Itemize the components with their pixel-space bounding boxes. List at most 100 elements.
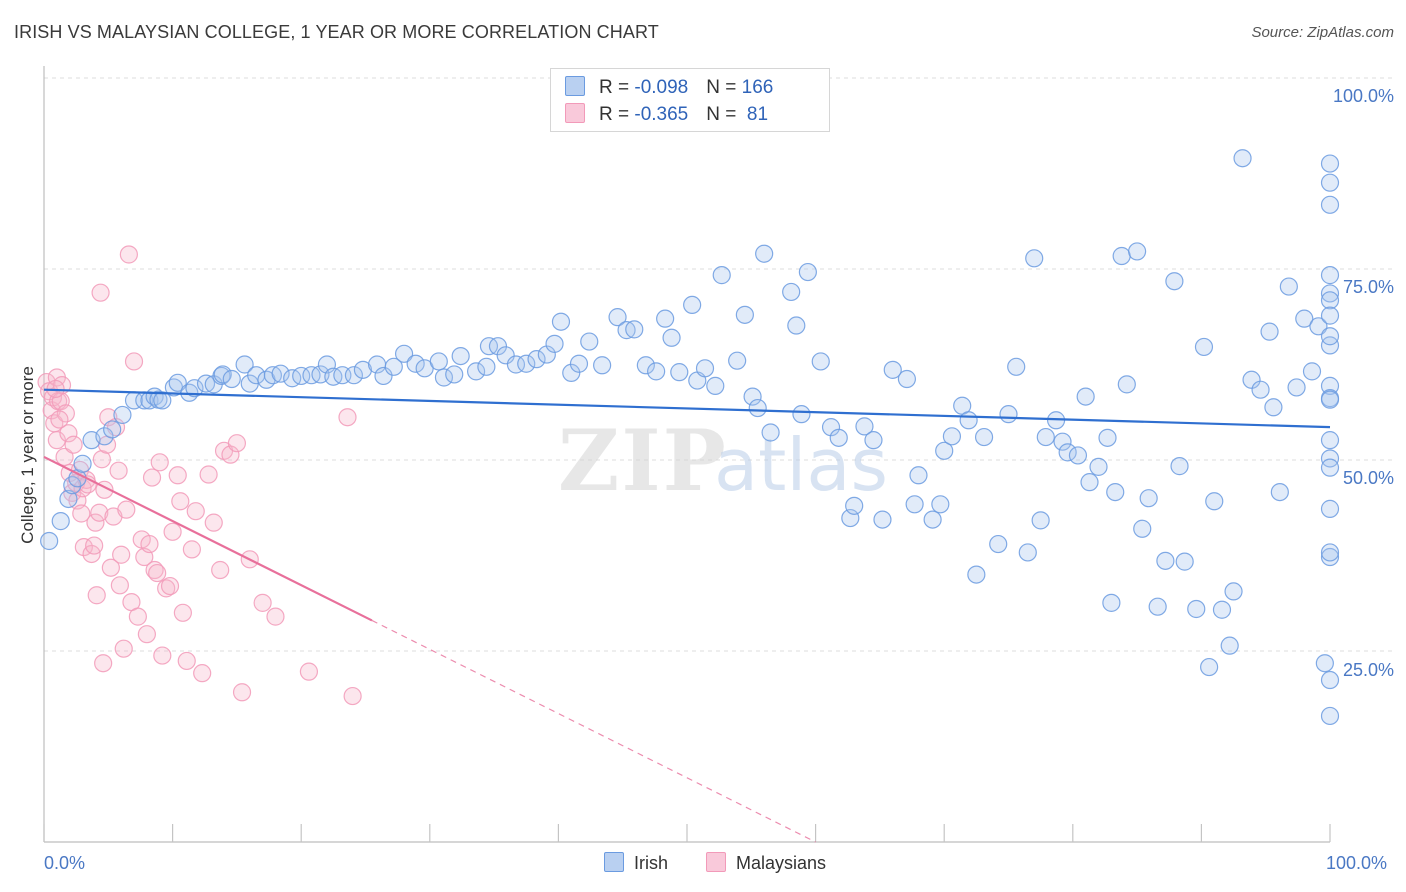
malaysian-point [47,431,66,450]
malaysian-point [343,686,362,706]
legend-r-label: R = [599,104,635,125]
malaysian-swatch [565,103,585,123]
irish-point [1076,387,1095,406]
irish-point [1295,309,1314,328]
irish-point [51,512,70,531]
legend-n-label: N = [706,77,742,98]
irish-point [1089,457,1108,476]
irish-point [1270,482,1289,502]
irish-legend-label: Irish [634,853,669,873]
malaysian-point [193,664,212,683]
irish-point [792,405,811,424]
malaysian-point [87,586,106,605]
irish-point [1320,547,1340,567]
irish-point [845,496,864,515]
malaysian-point [117,500,136,519]
irish-point [1233,149,1252,168]
irish-point [263,366,283,385]
irish-point [1320,266,1340,285]
irish-point [1287,378,1306,397]
malaysian-point [299,662,319,681]
malaysian-point [137,625,156,644]
irish-point [551,312,571,331]
malaysian-point [119,245,138,264]
irish-point [168,373,187,392]
irish-point [782,282,801,302]
irish-point [999,405,1018,424]
irish-point [636,356,655,375]
irish-point [1320,284,1340,303]
malaysian-point [211,560,230,580]
irish-point [517,354,536,373]
irish-point [1224,582,1243,601]
malaysian-point [173,603,192,622]
malaysian-point [59,424,78,443]
malaysian-point [128,607,147,626]
y-tick-75: 75.0% [1342,277,1394,297]
irish-point [743,387,762,406]
legend-r-label: R = [599,77,635,98]
source-label: Source: ZipAtlas.com [1251,24,1394,41]
irish-point [222,369,241,389]
malaysian-point [101,558,120,577]
malaysian-point [168,466,187,485]
irish-point [545,334,564,353]
irish-point [1320,336,1340,355]
irish-point [1320,670,1340,690]
irish-point [527,350,546,369]
irish-point [617,321,636,340]
irish-point [1170,457,1189,476]
malaysian-point [182,540,201,559]
irish-point [1320,499,1340,518]
irish-point [1320,327,1340,346]
irish-point [931,495,950,514]
irish-point [905,495,924,514]
malaysian-point [153,646,172,665]
irish-point [1106,482,1125,502]
irish-point [1320,458,1340,477]
irish-point [1242,370,1261,389]
irish-point [344,366,364,385]
y-tick-100: 100.0% [1332,86,1394,106]
legend-n-value: 81 [741,104,769,125]
irish-point [353,360,373,379]
irish-point [625,320,644,339]
irish-point [1148,597,1167,616]
irish-point [1205,492,1224,511]
malaysian-point [204,513,223,532]
irish-point [712,266,731,285]
watermark-zip: ZIP [558,411,728,510]
malaysian-point [94,654,113,673]
legend-n-value: 166 [741,77,774,98]
malaysian-point [142,468,162,487]
irish-point [1320,195,1340,214]
irish-point [662,328,681,347]
legend-r-value: -0.365 [634,104,689,125]
irish-point [445,365,464,384]
malaysian-point [266,607,285,626]
legend-n-label: N = [706,104,742,125]
irish-point [656,309,675,328]
irish-point [1251,380,1270,399]
stats-legend: R = -0.098 N = 166 R = -0.365 N = 81 [550,68,830,132]
irish-point [580,332,599,351]
malaysian-point [338,408,357,427]
irish-point [324,367,343,386]
irish-point [967,565,986,584]
irish-point [728,351,747,370]
irish-point [670,363,689,382]
irish-point [374,366,393,386]
irish-point [1212,600,1232,619]
irish-point [1220,636,1239,655]
malaysian-point [199,465,218,484]
irish-point [695,359,715,378]
irish-point [1139,489,1158,508]
irish-point [761,423,780,442]
irish-point [942,427,962,446]
irish-point [593,356,612,375]
irish-point [989,534,1008,554]
watermark-atlas: atlas [714,423,888,507]
irish-point [1025,249,1044,268]
malaysian-legend-swatch [706,852,726,872]
malaysian-points [37,245,362,706]
